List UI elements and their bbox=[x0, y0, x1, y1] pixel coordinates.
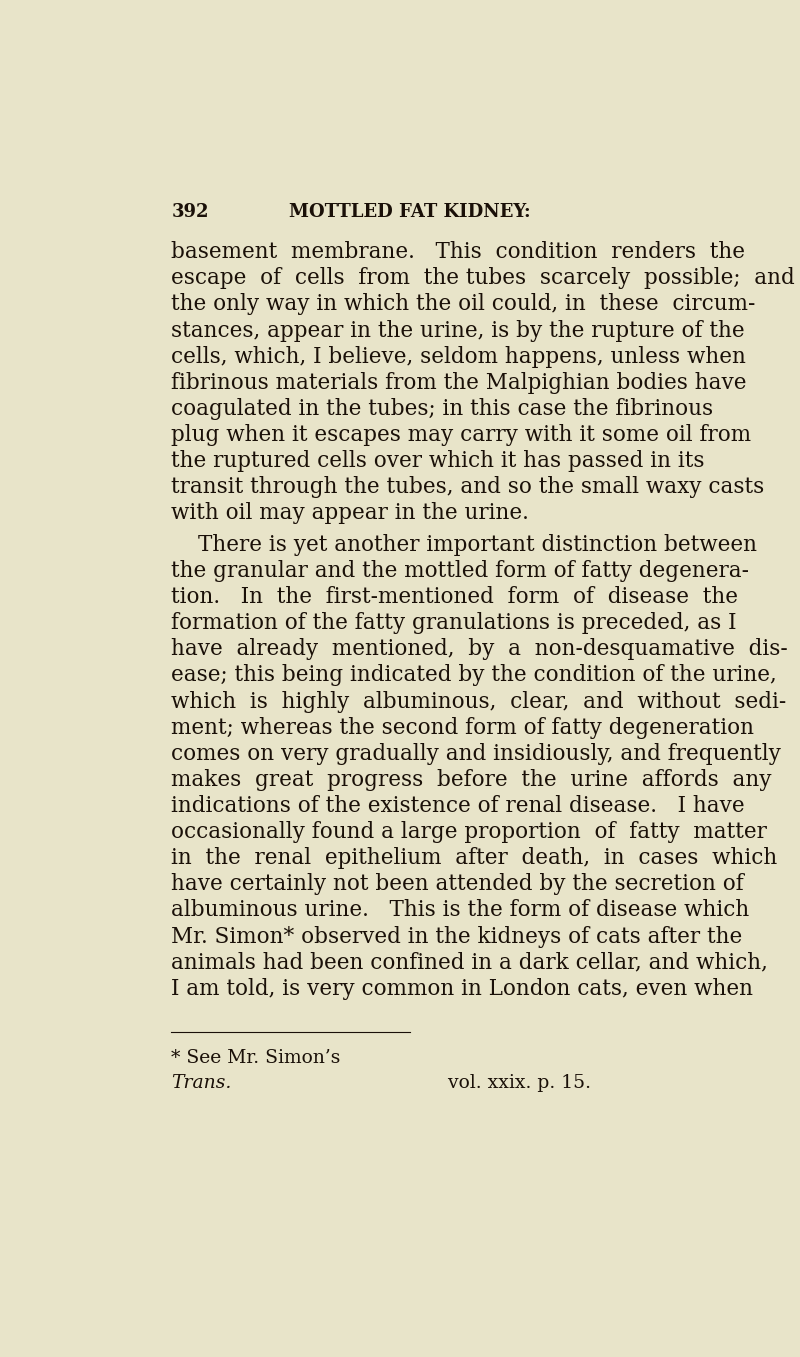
Text: stances, appear in the urine, is by the rupture of the: stances, appear in the urine, is by the … bbox=[171, 319, 745, 342]
Text: have certainly not been attended by the secretion of: have certainly not been attended by the … bbox=[171, 874, 744, 896]
Text: transit through the tubes, and so the small waxy casts: transit through the tubes, and so the sm… bbox=[171, 476, 765, 498]
Text: * See Mr. Simon’s: * See Mr. Simon’s bbox=[171, 1049, 346, 1067]
Text: plug when it escapes may carry with it some oil from: plug when it escapes may carry with it s… bbox=[171, 423, 751, 446]
Text: which  is  highly  albuminous,  clear,  and  without  sedi-: which is highly albuminous, clear, and w… bbox=[171, 691, 786, 712]
Text: MOTTLED FAT KIDNEY:: MOTTLED FAT KIDNEY: bbox=[289, 202, 531, 221]
Text: albuminous urine.   This is the form of disease which: albuminous urine. This is the form of di… bbox=[171, 900, 750, 921]
Text: Trans.: Trans. bbox=[171, 1073, 232, 1092]
Text: the granular and the mottled form of fatty degenera-: the granular and the mottled form of fat… bbox=[171, 560, 750, 582]
Text: I am told, is very common in London cats, even when: I am told, is very common in London cats… bbox=[171, 978, 754, 1000]
Text: comes on very gradually and insidiously, and frequently: comes on very gradually and insidiously,… bbox=[171, 742, 781, 765]
Text: makes  great  progress  before  the  urine  affords  any: makes great progress before the urine af… bbox=[171, 769, 772, 791]
Text: basement  membrane.   This  condition  renders  the: basement membrane. This condition render… bbox=[171, 242, 746, 263]
Text: the ruptured cells over which it has passed in its: the ruptured cells over which it has pas… bbox=[171, 451, 705, 472]
Text: indications of the existence of renal disease.   I have: indications of the existence of renal di… bbox=[171, 795, 745, 817]
Text: 392: 392 bbox=[171, 202, 209, 221]
Text: animals had been confined in a dark cellar, and which,: animals had been confined in a dark cell… bbox=[171, 951, 768, 974]
Text: cells, which, I believe, seldom happens, unless when: cells, which, I believe, seldom happens,… bbox=[171, 346, 746, 368]
Text: vol. xxix. p. 15.: vol. xxix. p. 15. bbox=[442, 1073, 591, 1092]
Text: formation of the fatty granulations is preceded, as I: formation of the fatty granulations is p… bbox=[171, 612, 737, 634]
Text: the only way in which the oil could, in  these  circum-: the only way in which the oil could, in … bbox=[171, 293, 756, 315]
Text: ease; this being indicated by the condition of the urine,: ease; this being indicated by the condit… bbox=[171, 665, 777, 687]
Text: have  already  mentioned,  by  a  non-desquamative  dis-: have already mentioned, by a non-desquam… bbox=[171, 638, 788, 661]
Text: coagulated in the tubes; in this case the fibrinous: coagulated in the tubes; in this case th… bbox=[171, 398, 714, 419]
Text: ment; whereas the second form of fatty degeneration: ment; whereas the second form of fatty d… bbox=[171, 716, 754, 738]
Text: There is yet another important distinction between: There is yet another important distincti… bbox=[198, 533, 757, 556]
Text: escape  of  cells  from  the tubes  scarcely  possible;  and: escape of cells from the tubes scarcely … bbox=[171, 267, 795, 289]
Text: occasionally found a large proportion  of  fatty  matter: occasionally found a large proportion of… bbox=[171, 821, 767, 843]
Text: Mr. Simon* observed in the kidneys of cats after the: Mr. Simon* observed in the kidneys of ca… bbox=[171, 925, 742, 947]
Text: fibrinous materials from the Malpighian bodies have: fibrinous materials from the Malpighian … bbox=[171, 372, 747, 394]
Text: in  the  renal  epithelium  after  death,  in  cases  which: in the renal epithelium after death, in … bbox=[171, 847, 778, 870]
Text: with oil may appear in the urine.: with oil may appear in the urine. bbox=[171, 502, 529, 524]
Text: tion.   In  the  first-mentioned  form  of  disease  the: tion. In the first-mentioned form of dis… bbox=[171, 586, 738, 608]
